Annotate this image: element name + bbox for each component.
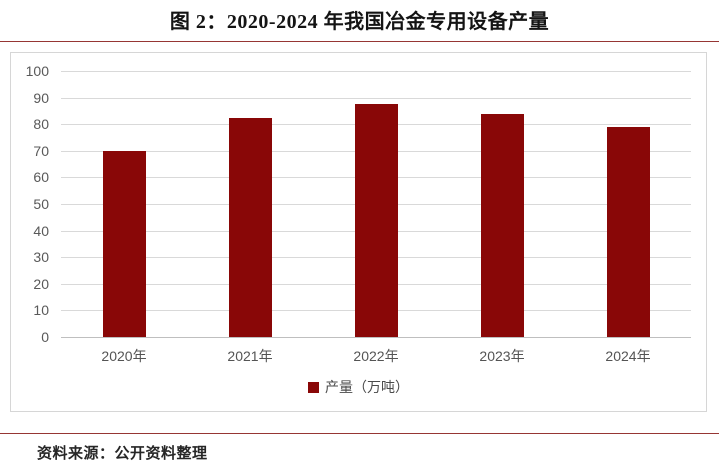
top-divider-line: [0, 41, 719, 42]
y-tick-label-40: 40: [33, 222, 49, 239]
y-tick-label-10: 10: [33, 302, 49, 319]
x-tick-label-2024年: 2024年: [605, 348, 651, 364]
chart-plot-box: 0 10 20 30 40 50 60 70 80 90 100 2020年 2021年 2022年 202…: [10, 52, 707, 412]
x-tick-label-2023年: 2023年: [479, 348, 525, 364]
legend-color-swatch: [308, 381, 319, 393]
bottom-divider-line: [0, 433, 719, 434]
bar-2022年: [354, 104, 398, 337]
y-tick-label-70: 70: [33, 142, 49, 159]
legend-label: 产量（万吨）: [325, 379, 409, 395]
y-tick-label-100: 100: [25, 63, 49, 79]
x-tick-label-2022年: 2022年: [353, 348, 399, 364]
bar-2020年: [102, 150, 146, 337]
chart-title: 图 2：2020-2024 年我国冶金专用设备产量: [169, 11, 550, 33]
y-tick-label-80: 80: [33, 116, 49, 133]
y-tick-label-60: 60: [33, 169, 49, 186]
gridline-90: [61, 97, 691, 99]
y-tick-label-0: 0: [41, 329, 49, 345]
x-tick-label-2020年: 2020年: [101, 348, 147, 364]
legend: 产量（万吨）: [11, 377, 706, 397]
y-tick-label-20: 20: [33, 275, 49, 292]
y-tick-label-90: 90: [33, 89, 49, 106]
x-tick-label-2021年: 2021年: [227, 348, 273, 364]
y-tick-label-50: 50: [33, 196, 49, 212]
bar-2023年: [480, 114, 524, 337]
y-tick-label-30: 30: [33, 249, 49, 266]
bar-2021年: [228, 117, 272, 337]
gridline-100: [61, 71, 691, 72]
x-axis-line: [61, 337, 691, 338]
bar-2024年: [606, 126, 650, 337]
source-note: 资料来源：公开资料整理: [37, 446, 208, 462]
